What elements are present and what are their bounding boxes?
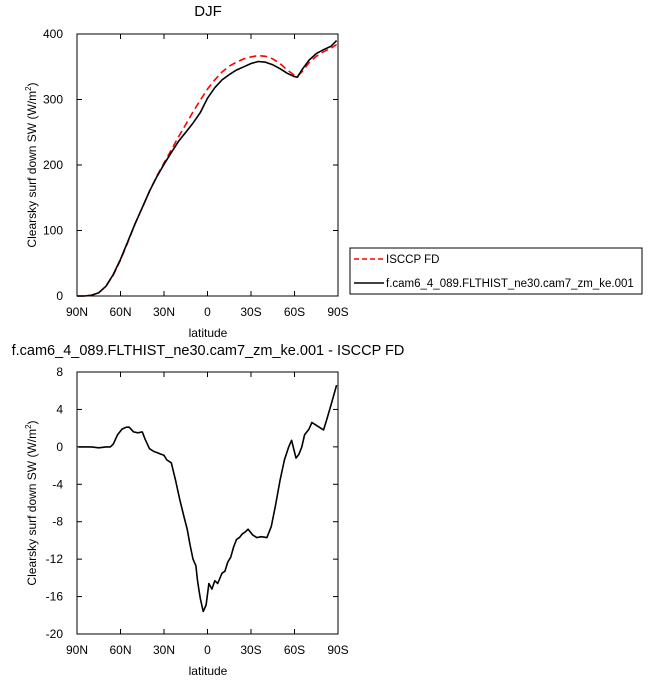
bottom-panel: f.cam6_4_089.FLTHIST_ne30.cam7_zm_ke.001… <box>12 343 405 678</box>
bottom-x-axis: 90N 60N 30N 0 30S 60S 90S <box>66 372 349 657</box>
bottom-chart-title: f.cam6_4_089.FLTHIST_ne30.cam7_zm_ke.001… <box>12 343 405 359</box>
bottom-y-tick-label: -12 <box>46 552 64 566</box>
legend-label-isccp: ISCCP FD <box>386 254 439 266</box>
bottom-x-tick-label: 0 <box>204 643 211 657</box>
top-chart-title: DJF <box>194 3 222 20</box>
top-y-tick-label: 100 <box>43 224 63 238</box>
top-x-tick-label: 0 <box>204 305 211 319</box>
top-y-axis-label: Clearsky surf down SW (W/m2) <box>24 82 39 247</box>
top-x-tick-label: 60S <box>284 305 305 319</box>
legend-label-model: f.cam6_4_089.FLTHIST_ne30.cam7_zm_ke.001 <box>386 278 634 290</box>
top-x-tick-label: 30N <box>153 305 175 319</box>
bottom-y-axis: -20 -16 -12 -8 -4 0 4 8 <box>46 365 338 641</box>
top-x-axis-label: latitude <box>189 326 228 340</box>
bottom-y-axis-label: Clearsky surf down SW (W/m2) <box>24 420 39 585</box>
bottom-y-tick-label: 0 <box>56 440 63 454</box>
bottom-y-tick-label: 8 <box>56 365 63 379</box>
top-x-tick-label: 90N <box>66 305 88 319</box>
top-x-tick-label: 30S <box>240 305 261 319</box>
top-series-line-1 <box>77 40 338 297</box>
bottom-x-tick-label: 90S <box>327 643 348 657</box>
bottom-y-tick-label: 4 <box>56 402 63 416</box>
top-y-tick-label: 0 <box>56 289 63 303</box>
legend-box <box>349 247 643 295</box>
bottom-x-axis-label: latitude <box>189 664 228 678</box>
legend: ISCCP FD f.cam6_4_089.FLTHIST_ne30.cam7_… <box>349 247 643 295</box>
top-series-lines <box>77 40 338 297</box>
bottom-series-lines <box>78 384 338 613</box>
bottom-x-tick-label: 60S <box>284 643 305 657</box>
top-x-tick-label: 90S <box>327 305 348 319</box>
top-y-tick-label: 200 <box>43 158 63 172</box>
bottom-y-tick-label: -8 <box>52 515 63 529</box>
bottom-series-line-0 <box>78 384 338 613</box>
bottom-y-tick-label: -20 <box>46 627 64 641</box>
top-y-axis: 0 100 200 300 400 <box>43 27 338 303</box>
top-y-tick-label: 400 <box>43 27 63 41</box>
bottom-x-tick-label: 60N <box>109 643 131 657</box>
top-x-axis: 90N 60N 30N 0 30S 60S 90S <box>66 34 349 319</box>
bottom-x-tick-label: 90N <box>66 643 88 657</box>
top-x-tick-label: 60N <box>109 305 131 319</box>
bottom-x-tick-label: 30N <box>153 643 175 657</box>
top-y-tick-label: 300 <box>43 93 63 107</box>
bottom-y-tick-label: -4 <box>52 477 63 491</box>
bottom-y-tick-label: -16 <box>46 590 64 604</box>
bottom-x-tick-label: 30S <box>240 643 261 657</box>
top-series-line-0 <box>77 43 338 297</box>
top-panel: DJF 90N 60N 30N 0 30S 60S 90S 0 100 200 300 400 la… <box>24 3 643 340</box>
